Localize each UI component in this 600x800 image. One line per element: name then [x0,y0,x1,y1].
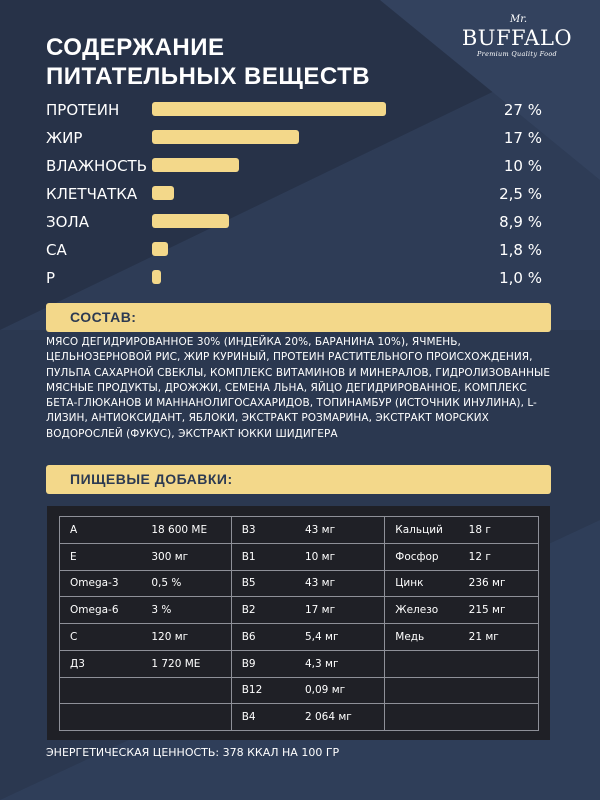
nutrient-label: КЛЕТЧАТКА [46,185,138,203]
table-row: B12 0,09 мг [59,676,539,705]
additive-amount: 4,3 мг [298,649,386,678]
nutrient-label: P [46,269,56,287]
nutrient-bar [152,270,161,284]
additive-name: Фосфор [384,542,463,571]
additives-heading: ПИЩЕВЫЕ ДОБАВКИ: [70,471,233,487]
additive-amount: 21 мг [462,623,539,651]
additive-amount: 1 720 МЕ [145,649,232,678]
nutrient-label: CA [46,241,67,259]
additive-amount: 3 % [145,596,232,624]
table-row: E 300 мг B1 10 мг Фосфор 12 г [59,542,539,571]
additive-name: Omega-3 [59,569,146,598]
additive-name: C [59,623,146,651]
brand-logo: Mr. BUFFALO Premium Quality Food [458,14,576,74]
title-line-2: ПИТАТЕЛЬНЫХ ВЕЩЕСТВ [46,63,371,90]
additive-amount: 5,4 мг [298,623,386,651]
additives-table: A 18 600 МЕ B3 43 мг Кальций 18 г E 300 мг B1 10 … [59,516,539,731]
nutrient-label: ВЛАЖНОСТЬ [46,157,148,175]
nutrient-label: ЗОЛА [46,213,89,231]
logo-brand: BUFFALO [461,26,573,50]
nutrient-bar [152,186,174,200]
additive-name: B9 [230,649,299,678]
nutrient-bar [152,214,229,228]
nutrient-row: ЖИР 17 % [46,126,556,150]
additive-name [59,703,146,731]
nutrient-row: CA 1,8 % [46,238,556,262]
additive-name: B12 [230,676,299,705]
additive-name: E [59,542,146,571]
additive-name [384,703,463,731]
additive-name: Кальций [384,516,463,544]
additive-amount: 10 мг [298,542,386,571]
nutrient-value: 8,9 % [499,213,542,231]
nutrient-value: 27 % [503,101,542,119]
additive-name: B5 [230,569,299,598]
additive-name: Omega-6 [59,596,146,624]
additive-name: Д3 [59,649,146,678]
nutrient-value: 1,8 % [499,241,542,259]
additive-amount: 120 мг [145,623,232,651]
logo-tagline: Premium Quality Food [476,50,558,58]
additive-amount: 17 мг [298,596,386,624]
additive-amount [145,703,232,731]
composition-text: МЯСО ДЕГИДРИРОВАННОЕ 30% (ИНДЕЙКА 20%, Б… [46,336,551,440]
nutrient-bar [152,242,168,256]
nutrient-row: КЛЕТЧАТКА 2,5 % [46,182,556,206]
nutrient-bar [152,158,239,172]
additive-amount: 43 мг [298,516,386,544]
nutrient-row: P 1,0 % [46,266,556,290]
nutrient-row: ПРОТЕИН 27 % [46,98,556,122]
additive-amount: 18 600 МЕ [145,516,232,544]
additive-name: B2 [230,596,299,624]
additives-table-box: A 18 600 МЕ B3 43 мг Кальций 18 г E 300 мг B1 10 … [47,506,550,740]
additive-amount: 2 064 мг [298,703,386,731]
nutrient-label: ЖИР [46,129,83,147]
title-line-1: СОДЕРЖАНИЕ [46,34,225,61]
composition-heading: СОСТАВ: [70,309,137,325]
logo-mr: Mr. [510,14,528,25]
table-row: B4 2 064 мг [59,703,539,731]
nutrient-bar [152,102,386,116]
nutrient-label: ПРОТЕИН [46,101,120,119]
composition-heading-band: СОСТАВ: [46,303,551,332]
table-row: Omega-3 0,5 % B5 43 мг Цинк 236 мг [59,569,539,598]
additive-name [384,676,463,705]
energy-value: ЭНЕРГЕТИЧЕСКАЯ ЦЕННОСТЬ: 378 ККАЛ НА 100… [46,746,340,759]
nutrient-value: 17 % [503,129,542,147]
additive-amount: 18 г [462,516,539,544]
nutrient-bar [152,130,299,144]
additive-name: A [59,516,146,544]
table-row: A 18 600 МЕ B3 43 мг Кальций 18 г [59,516,539,544]
nutrient-value: 10 % [503,157,542,175]
additive-name: B3 [230,516,299,544]
additive-amount [462,649,539,678]
additive-amount: 12 г [462,542,539,571]
additive-amount: 0,09 мг [298,676,386,705]
additive-name: Медь [384,623,463,651]
nutrient-value: 2,5 % [499,185,542,203]
additive-name: B4 [230,703,299,731]
additive-amount [145,676,232,705]
additive-amount: 0,5 % [145,569,232,598]
table-row: Д3 1 720 МЕ B9 4,3 мг [59,649,539,678]
additive-name [384,649,463,678]
additive-name: B1 [230,542,299,571]
table-row: Omega-6 3 % B2 17 мг Железо 215 мг [59,596,539,624]
additive-name [59,676,146,705]
additive-amount [462,703,539,731]
additive-amount: 300 мг [145,542,232,571]
nutrient-row: ЗОЛА 8,9 % [46,210,556,234]
page-title: СОДЕРЖАНИЕ ПИТАТЕЛЬНЫХ ВЕЩЕСТВ [46,33,370,91]
additive-name: Цинк [384,569,463,598]
additive-amount: 43 мг [298,569,386,598]
additive-amount [462,676,539,705]
additive-name: B6 [230,623,299,651]
additives-heading-band: ПИЩЕВЫЕ ДОБАВКИ: [46,465,551,494]
nutrient-row: ВЛАЖНОСТЬ 10 % [46,154,556,178]
additive-amount: 215 мг [462,596,539,624]
table-row: C 120 мг B6 5,4 мг Медь 21 мг [59,623,539,651]
additive-name: Железо [384,596,463,624]
nutrient-value: 1,0 % [499,269,542,287]
additive-amount: 236 мг [462,569,539,598]
